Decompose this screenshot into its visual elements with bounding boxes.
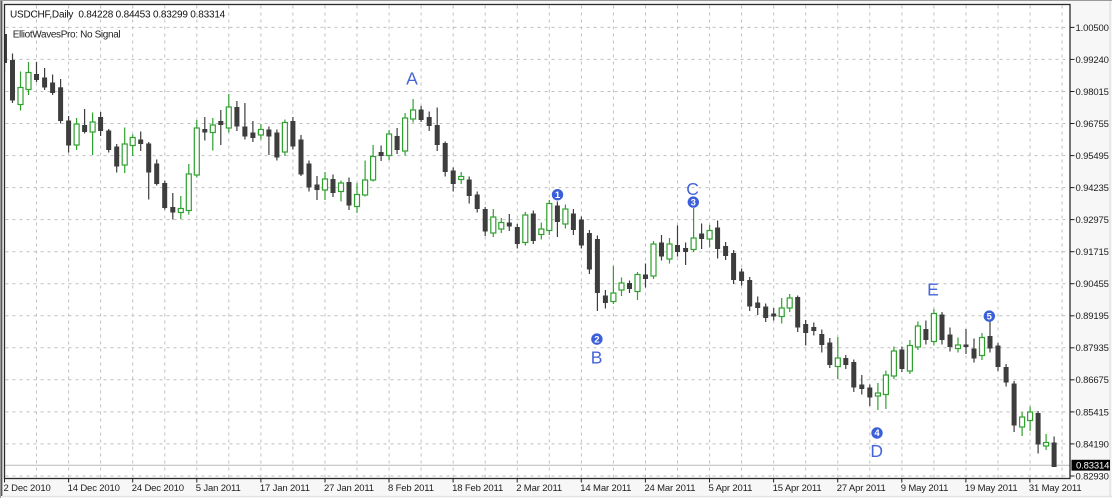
svg-text:5 Apr 2011: 5 Apr 2011 — [709, 483, 753, 494]
svg-text:14 Dec 2010: 14 Dec 2010 — [68, 483, 120, 494]
svg-text:0.99240: 0.99240 — [1076, 55, 1109, 66]
svg-text:0.85415: 0.85415 — [1076, 407, 1109, 418]
svg-text:24 Mar 2011: 24 Mar 2011 — [644, 483, 695, 494]
svg-text:D: D — [870, 441, 883, 461]
svg-text:B: B — [591, 347, 603, 367]
svg-text:0.83314: 0.83314 — [1076, 461, 1109, 472]
svg-text:E: E — [927, 279, 939, 299]
svg-text:0.82930: 0.82930 — [1076, 471, 1109, 482]
svg-text:0.84190: 0.84190 — [1076, 439, 1109, 450]
svg-text:17 Jan 2011: 17 Jan 2011 — [260, 483, 310, 494]
svg-text:0.94235: 0.94235 — [1076, 183, 1109, 194]
svg-text:27 Jan 2011: 27 Jan 2011 — [324, 483, 374, 494]
svg-text:15 Apr 2011: 15 Apr 2011 — [773, 483, 822, 494]
svg-text:31 May 2011: 31 May 2011 — [1029, 483, 1082, 494]
svg-text:0.90455: 0.90455 — [1076, 279, 1109, 290]
svg-text:8 Feb 2011: 8 Feb 2011 — [388, 483, 434, 494]
svg-text:27 Apr 2011: 27 Apr 2011 — [837, 483, 886, 494]
svg-text:ElliotWavesPro: No Signal: ElliotWavesPro: No Signal — [13, 29, 121, 40]
svg-text:4: 4 — [874, 428, 880, 439]
svg-text:USDCHF,Daily 0.84228 0.84453: USDCHF,Daily 0.84228 0.84453 0.83299 0.8… — [10, 9, 226, 20]
svg-text:3: 3 — [691, 197, 696, 208]
svg-text:5 Jan 2011: 5 Jan 2011 — [196, 483, 241, 494]
svg-text:0.95495: 0.95495 — [1076, 151, 1109, 162]
svg-text:14 Mar 2011: 14 Mar 2011 — [580, 483, 631, 494]
svg-text:0.98015: 0.98015 — [1076, 87, 1109, 98]
svg-text:19 May 2011: 19 May 2011 — [965, 483, 1018, 494]
svg-text:24 Dec 2010: 24 Dec 2010 — [132, 483, 184, 494]
svg-text:2 Mar 2011: 2 Mar 2011 — [516, 483, 562, 494]
svg-text:0.89195: 0.89195 — [1076, 311, 1109, 322]
svg-text:18 Feb 2011: 18 Feb 2011 — [452, 483, 503, 494]
svg-text:0.92975: 0.92975 — [1076, 215, 1109, 226]
svg-text:0.91715: 0.91715 — [1076, 247, 1109, 258]
svg-text:0.86675: 0.86675 — [1076, 375, 1109, 386]
svg-text:A: A — [406, 69, 418, 89]
svg-text:C: C — [686, 179, 699, 199]
svg-text:9 May 2011: 9 May 2011 — [901, 483, 948, 494]
svg-text:0.96755: 0.96755 — [1076, 119, 1109, 130]
svg-text:1: 1 — [555, 190, 561, 201]
svg-text:5: 5 — [987, 311, 993, 322]
svg-text:0.87935: 0.87935 — [1076, 343, 1109, 354]
svg-text:2 Dec 2010: 2 Dec 2010 — [4, 483, 51, 494]
svg-text:1.00500: 1.00500 — [1076, 23, 1109, 34]
svg-text:2: 2 — [594, 334, 599, 345]
